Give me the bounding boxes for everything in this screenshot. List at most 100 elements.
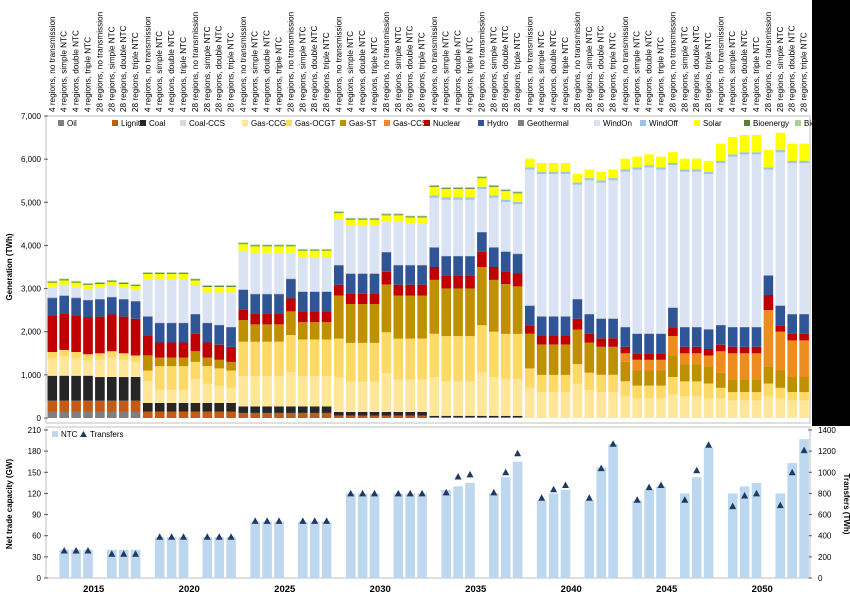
- bar-segment: [692, 159, 702, 170]
- ntc-bar: [799, 439, 809, 578]
- legend-swatch: [384, 120, 390, 126]
- bar-segment: [310, 340, 320, 377]
- legend-swatch: [286, 120, 292, 126]
- bar-segment: [430, 280, 440, 334]
- bar-segment: [764, 150, 774, 167]
- bar-segment: [226, 286, 236, 287]
- legend-swatch: [518, 120, 524, 126]
- bar-segment: [644, 154, 654, 165]
- transfer-marker: [407, 490, 414, 497]
- bar-segment: [513, 274, 523, 287]
- bar-segment: [417, 380, 427, 412]
- bar-segment: [453, 417, 463, 418]
- bar-segment: [239, 290, 249, 309]
- bar-segment: [119, 317, 129, 354]
- scenario-label: 28 regions, no transmission: [286, 11, 295, 112]
- scenario-label: 28 regions, simple NTC: [776, 26, 785, 112]
- ntc-bar: [155, 537, 165, 578]
- bar-segment: [298, 406, 308, 413]
- bar-segment: [239, 242, 249, 243]
- bar-segment: [370, 412, 380, 416]
- bar-segment: [191, 403, 201, 412]
- bar-segment: [405, 285, 415, 296]
- bar-segment: [203, 358, 213, 367]
- bar-segment: [191, 286, 201, 314]
- scenario-label: 4 regions, no transmission: [334, 16, 343, 112]
- scenario-label: 4 regions, triple NTC: [657, 37, 666, 112]
- y2-tick-label: 800: [818, 489, 832, 498]
- bar-segment: [537, 345, 547, 375]
- bar-segment: [203, 366, 213, 383]
- bar-segment: [453, 200, 463, 256]
- bar-segment: [430, 195, 440, 197]
- bar-segment: [585, 390, 595, 418]
- bar-segment: [214, 403, 224, 412]
- transfer-marker: [299, 517, 306, 524]
- bar-segment: [370, 304, 380, 343]
- bar-segment: [95, 299, 105, 316]
- bar-segment: [334, 296, 344, 339]
- bar-segment: [441, 417, 451, 418]
- bar-segment: [298, 340, 308, 377]
- bar-segment: [358, 218, 368, 219]
- transfer-marker: [216, 533, 223, 540]
- bar-segment: [656, 399, 666, 418]
- bar-segment: [155, 280, 165, 323]
- transfer-marker: [156, 533, 163, 540]
- bar-segment: [680, 381, 690, 396]
- ntc-bar: [370, 493, 380, 578]
- bar-segment: [298, 257, 308, 292]
- bar-segment: [561, 345, 571, 375]
- bar-segment: [525, 170, 535, 306]
- bar-segment: [692, 396, 702, 418]
- bar-segment: [59, 356, 69, 375]
- bar-segment: [477, 325, 487, 373]
- bar-segment: [167, 403, 177, 412]
- scenario-label: 28 regions, simple NTC: [489, 26, 498, 112]
- bar-segment: [107, 315, 117, 352]
- ntc-bar: [214, 537, 224, 578]
- bar-segment: [465, 417, 475, 418]
- bar-segment: [262, 413, 272, 418]
- bar-segment: [250, 245, 260, 246]
- bar-segment: [143, 412, 153, 419]
- bar-segment: [83, 318, 93, 355]
- bar-segment: [131, 284, 141, 285]
- bar-segment: [549, 345, 559, 375]
- bar-segment: [262, 294, 272, 313]
- bar-segment: [441, 198, 451, 200]
- scenario-label: 28 regions, simple NTC: [298, 26, 307, 112]
- scenario-label: 4 regions, double NTC: [358, 30, 367, 112]
- legend-label: Geothermal: [527, 119, 569, 128]
- y-axis-title: Generation (TWh): [5, 233, 14, 300]
- bar-segment: [48, 359, 58, 376]
- bar-segment: [549, 174, 559, 316]
- bar-segment: [358, 415, 368, 418]
- bar-segment: [680, 170, 690, 172]
- bar-segment: [430, 416, 440, 417]
- bar-segment: [322, 250, 332, 251]
- bar-segment: [48, 376, 58, 401]
- bar-segment: [776, 325, 786, 332]
- bar-segment: [417, 265, 427, 284]
- y-tick-label: 2,000: [21, 328, 42, 337]
- bar-segment: [430, 248, 440, 267]
- transfer-marker: [276, 517, 283, 524]
- bar-segment: [501, 271, 511, 284]
- bar-segment: [214, 286, 224, 287]
- bar-segment: [644, 360, 654, 371]
- bar-segment: [382, 285, 392, 333]
- bar-segment: [728, 379, 738, 392]
- bar-segment: [346, 415, 356, 418]
- bar-segment: [752, 152, 762, 154]
- bar-segment: [501, 379, 511, 416]
- bar-segment: [382, 215, 392, 222]
- bar-segment: [740, 353, 750, 379]
- bar-segment: [621, 362, 631, 381]
- bar-segment: [692, 347, 702, 354]
- bar-segment: [382, 373, 392, 412]
- bar-segment: [131, 286, 141, 290]
- bar-segment: [48, 352, 58, 359]
- bar-segment: [48, 281, 58, 282]
- ntc-bar: [322, 522, 332, 578]
